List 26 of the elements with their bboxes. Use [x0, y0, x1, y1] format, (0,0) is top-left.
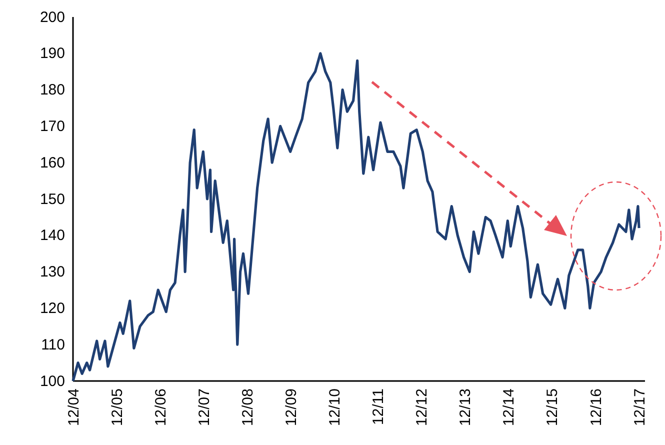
y-tick-label: 140 — [40, 227, 65, 244]
x-tick-label: 12/04 — [65, 388, 82, 426]
x-tick-label: 12/16 — [588, 388, 605, 426]
x-tick-label: 12/05 — [108, 388, 126, 426]
x-tick-label: 12/06 — [152, 388, 170, 426]
x-tick-label: 12/08 — [239, 388, 256, 426]
y-tick-label: 180 — [40, 82, 65, 99]
y-tick-label: 170 — [40, 118, 65, 135]
x-tick-label: 12/09 — [282, 388, 300, 426]
y-tick-label: 160 — [40, 154, 65, 172]
y-tick-label: 130 — [40, 264, 65, 281]
x-tick-label: 12/17 — [631, 388, 648, 426]
y-tick-label: 100 — [40, 372, 65, 390]
y-tick-label: 200 — [40, 8, 65, 26]
x-tick-label: 12/15 — [544, 388, 562, 426]
y-tick-label: 150 — [40, 190, 65, 208]
x-tick-label: 12/10 — [326, 388, 344, 426]
x-tick-label: 12/07 — [196, 388, 213, 426]
y-tick-label: 190 — [40, 45, 65, 62]
x-tick-label: 12/13 — [457, 388, 474, 426]
y-tick-label: 110 — [41, 336, 65, 354]
line-series — [72, 52, 640, 382]
x-tick-label: 12/11 — [370, 388, 387, 425]
y-tick-label: 120 — [40, 300, 65, 317]
x-tick-label: 12/12 — [414, 388, 431, 426]
x-tick-label: 12/14 — [500, 388, 518, 426]
